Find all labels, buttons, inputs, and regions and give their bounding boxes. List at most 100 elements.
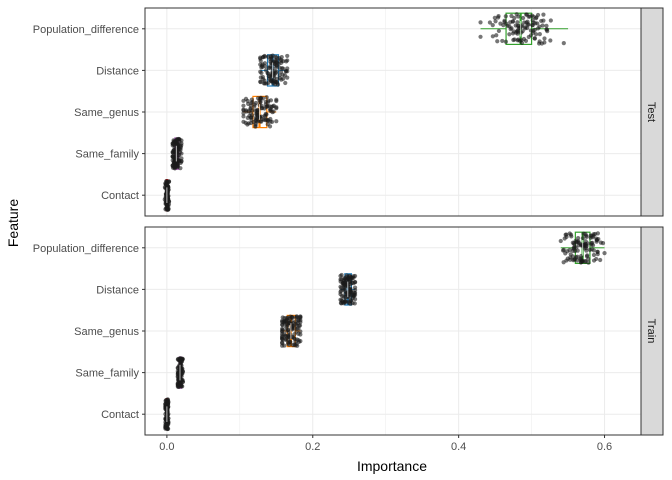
- data-point: [490, 34, 495, 39]
- data-point: [517, 38, 522, 43]
- data-point: [503, 39, 509, 44]
- facet-strip: [640, 226, 664, 436]
- data-point: [298, 314, 303, 319]
- facet-strip-label: Train: [645, 319, 657, 344]
- data-point: [274, 55, 279, 60]
- data-point: [170, 165, 176, 170]
- data-point: [531, 30, 536, 35]
- x-axis-title: Importance: [357, 458, 427, 474]
- data-point: [293, 321, 298, 326]
- data-point: [280, 72, 285, 77]
- box-population_difference: [558, 231, 607, 265]
- data-point: [526, 34, 531, 40]
- data-point: [568, 255, 573, 260]
- data-point: [581, 231, 586, 236]
- data-point: [265, 100, 271, 105]
- data-point: [179, 158, 184, 164]
- data-point: [338, 292, 343, 297]
- data-point: [342, 276, 347, 281]
- data-point: [594, 256, 599, 262]
- data-point: [260, 64, 265, 70]
- data-point: [350, 300, 355, 306]
- data-point: [349, 289, 354, 294]
- data-point: [241, 108, 246, 113]
- data-point: [257, 98, 262, 103]
- data-point: [248, 120, 254, 126]
- data-point: [296, 339, 302, 345]
- data-point: [339, 288, 344, 293]
- data-point: [594, 236, 599, 241]
- data-point: [537, 32, 542, 37]
- data-point: [258, 55, 263, 60]
- data-point: [568, 252, 573, 257]
- data-point: [495, 39, 500, 44]
- data-point: [163, 207, 168, 212]
- data-point: [298, 318, 303, 323]
- data-point: [533, 21, 538, 26]
- data-point: [293, 339, 298, 344]
- data-point: [515, 20, 520, 25]
- y-axis-title: Feature: [5, 199, 21, 247]
- data-point: [172, 157, 177, 162]
- data-point: [339, 301, 344, 306]
- data-point: [166, 179, 172, 184]
- x-tick-label: 0.4: [451, 441, 466, 453]
- data-point: [241, 103, 246, 108]
- data-point: [163, 417, 169, 422]
- data-point: [258, 58, 263, 63]
- data-point: [598, 240, 603, 245]
- y-tick-label: Same_genus: [74, 326, 139, 338]
- y-tick-label: Same_family: [75, 368, 139, 380]
- data-point: [245, 122, 250, 127]
- data-point: [281, 319, 286, 325]
- data-point: [560, 248, 566, 253]
- data-point: [268, 65, 273, 70]
- data-point: [567, 231, 572, 236]
- data-point: [253, 124, 258, 129]
- data-point: [272, 79, 278, 84]
- x-tick-label: 0.0: [159, 441, 174, 453]
- data-point: [175, 147, 181, 152]
- data-point: [487, 20, 493, 25]
- data-point: [245, 115, 250, 120]
- data-point: [260, 105, 265, 111]
- data-point: [285, 75, 290, 80]
- data-point: [288, 332, 293, 337]
- data-point: [274, 105, 279, 110]
- data-point: [277, 73, 282, 78]
- data-point: [582, 243, 587, 248]
- data-point: [541, 12, 546, 17]
- data-point: [276, 61, 281, 67]
- data-point: [176, 158, 181, 163]
- data-point: [164, 398, 170, 403]
- data-point: [262, 54, 267, 59]
- data-point: [280, 341, 285, 346]
- data-point: [509, 13, 514, 19]
- data-point: [524, 12, 529, 17]
- data-point: [280, 331, 285, 337]
- data-point: [515, 31, 520, 36]
- data-point: [352, 285, 358, 290]
- data-point: [583, 258, 588, 264]
- data-point: [174, 164, 179, 170]
- data-point: [338, 277, 343, 282]
- data-point: [539, 18, 544, 24]
- data-point: [263, 111, 268, 116]
- data-point: [578, 257, 583, 262]
- data-point: [494, 33, 499, 38]
- data-point: [274, 98, 279, 104]
- box-same_family: [175, 356, 186, 390]
- data-point: [492, 15, 497, 20]
- data-point: [548, 38, 553, 43]
- data-point: [537, 39, 542, 44]
- data-point: [274, 119, 279, 124]
- data-point: [540, 23, 545, 28]
- data-point: [298, 332, 303, 337]
- data-point: [268, 57, 273, 62]
- data-point: [593, 231, 598, 237]
- data-point: [283, 80, 288, 86]
- data-point: [274, 69, 279, 74]
- data-point: [280, 337, 285, 342]
- data-point: [589, 241, 594, 246]
- data-point: [274, 65, 279, 70]
